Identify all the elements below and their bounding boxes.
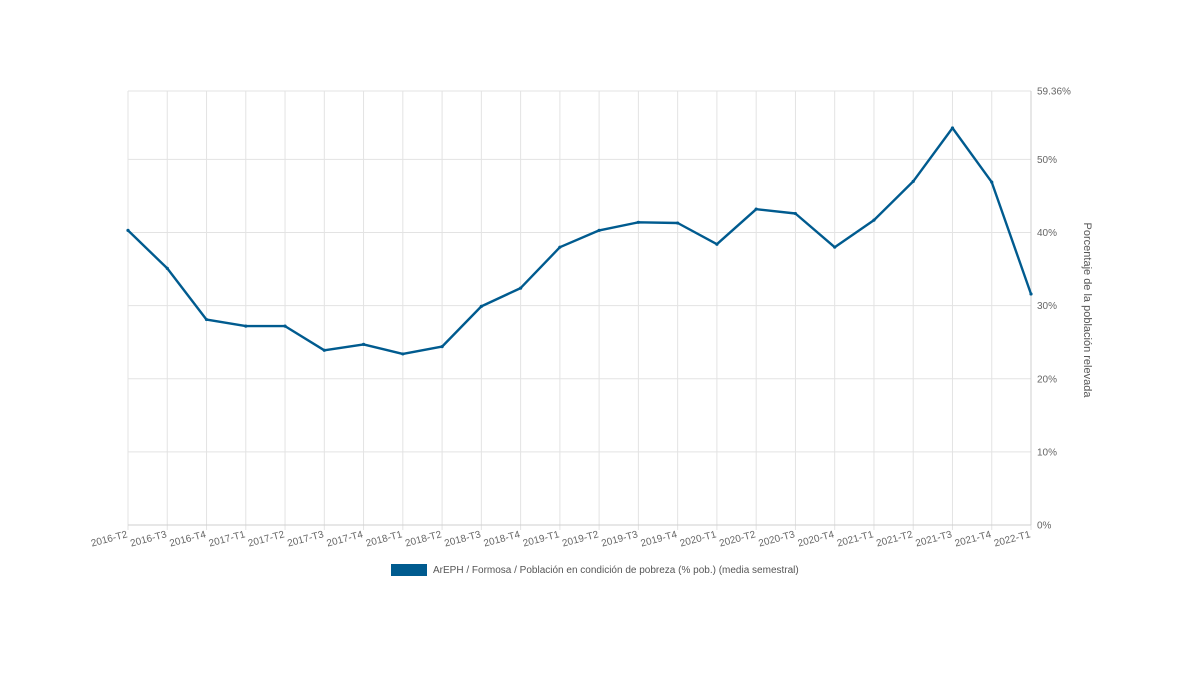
x-tick-label: 2018-T1 — [365, 529, 404, 549]
series-layer — [126, 126, 1033, 356]
x-tick-label: 2020-T2 — [718, 529, 757, 549]
grid-layer — [127, 90, 1032, 530]
data-point[interactable] — [204, 317, 209, 322]
x-tick-label: 2022-T1 — [993, 529, 1032, 549]
x-tick-label: 2016-T3 — [129, 529, 168, 549]
data-point[interactable] — [126, 228, 130, 232]
y-tick-label: 10% — [1037, 447, 1057, 458]
data-point[interactable] — [283, 324, 287, 328]
y-tick-label: 20% — [1037, 374, 1057, 385]
x-tick-label: 2017-T3 — [286, 529, 325, 549]
data-point[interactable] — [597, 228, 601, 232]
x-tick-label: 2016-T2 — [90, 529, 129, 549]
data-point[interactable] — [715, 242, 719, 246]
data-point[interactable] — [440, 345, 444, 349]
data-point[interactable] — [911, 179, 915, 183]
series-line[interactable] — [126, 126, 1033, 356]
x-tick-label: 2016-T4 — [168, 529, 207, 549]
y-tick-label: 0% — [1037, 521, 1052, 532]
x-tick-label: 2021-T3 — [914, 529, 953, 549]
y-tick-label: 50% — [1037, 155, 1057, 166]
y-tick-label: 30% — [1037, 301, 1057, 312]
legend[interactable]: ArEPH / Formosa / Población en condición… — [391, 564, 799, 576]
data-point[interactable] — [479, 304, 483, 308]
legend-swatch — [391, 564, 427, 576]
y-axis-label: Porcentaje de la población relevada — [1081, 223, 1093, 399]
data-point[interactable] — [1029, 292, 1033, 296]
x-tick-label: 2018-T2 — [404, 529, 443, 549]
data-point[interactable] — [322, 348, 326, 352]
data-point[interactable] — [990, 180, 994, 184]
x-tick-label: 2019-T1 — [522, 529, 561, 549]
data-point[interactable] — [165, 266, 169, 270]
y-tick-label: 59.36% — [1037, 87, 1071, 98]
x-tick-label: 2017-T2 — [247, 529, 286, 549]
data-point[interactable] — [754, 207, 758, 211]
data-point[interactable] — [558, 245, 562, 249]
data-point[interactable] — [950, 126, 955, 130]
x-tick-label: 2019-T4 — [640, 529, 679, 549]
data-point[interactable] — [361, 342, 366, 347]
x-tick-label: 2021-T1 — [836, 529, 875, 549]
x-tick-label: 2020-T4 — [797, 529, 836, 549]
y-tick-label: 40% — [1037, 228, 1057, 239]
x-tick-label: 2017-T4 — [326, 529, 365, 549]
legend-label: ArEPH / Formosa / Población en condición… — [433, 565, 799, 576]
x-tick-label: 2021-T4 — [954, 529, 993, 549]
x-tick-label: 2019-T3 — [600, 529, 639, 549]
data-point[interactable] — [401, 352, 405, 356]
x-axis-ticks: 2016-T2 2016-T3 2016-T4 2017-T1 2017-T2 2017-… — [90, 529, 1032, 549]
x-tick-label: 2017-T1 — [208, 529, 247, 549]
x-tick-label: 2020-T3 — [757, 529, 796, 549]
x-tick-label: 2018-T3 — [443, 529, 482, 549]
data-point[interactable] — [519, 286, 523, 290]
data-point[interactable] — [833, 245, 837, 249]
data-point[interactable] — [636, 220, 640, 224]
y-axis-ticks: 0% 10% 20% 30% 40% 50% 59.36% — [1037, 87, 1071, 532]
x-tick-label: 2018-T4 — [483, 529, 522, 549]
data-point[interactable] — [244, 324, 248, 328]
x-tick-label: 2020-T1 — [679, 529, 718, 549]
x-tick-label: 2019-T2 — [561, 529, 600, 549]
x-tick-label: 2021-T2 — [875, 529, 914, 549]
data-point[interactable] — [793, 211, 798, 216]
data-point[interactable] — [676, 221, 680, 225]
data-point[interactable] — [872, 218, 876, 222]
